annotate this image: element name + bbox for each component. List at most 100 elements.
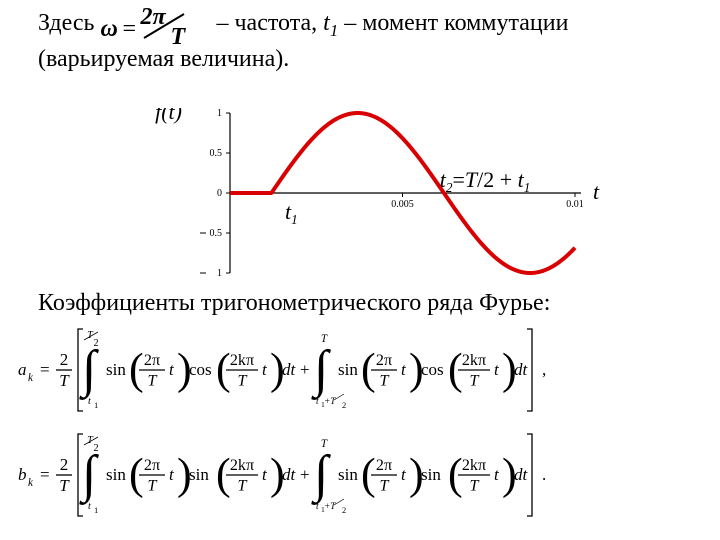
svg-text:1: 1: [217, 268, 222, 279]
svg-text:t: t: [593, 179, 600, 204]
svg-text:T: T: [470, 372, 480, 389]
svg-text:2: 2: [342, 505, 346, 515]
svg-text:(: (: [216, 449, 231, 498]
svg-text:sin: sin: [421, 465, 441, 484]
omega-sym: ω: [100, 16, 117, 43]
mid-text: Коэффициенты тригонометрического ряда Фу…: [38, 290, 550, 317]
svg-text:t: t: [262, 360, 268, 379]
svg-text:2π: 2π: [376, 352, 392, 369]
header-line-2: (варьируемая величина).: [38, 46, 289, 73]
svg-text:t: t: [401, 360, 407, 379]
chart: 1 0.5 0 0.5 1 0.005 0.01 f(t) t t1 t2=T/2 + t1: [120, 108, 610, 288]
svg-text:cos: cos: [421, 360, 444, 379]
svg-text:sin: sin: [189, 465, 209, 484]
svg-text:∫: ∫: [311, 446, 331, 505]
svg-text:sin: sin: [106, 465, 126, 484]
svg-text:1: 1: [94, 505, 98, 515]
svg-text:T: T: [59, 371, 70, 390]
svg-text:=: =: [40, 465, 50, 484]
svg-text:t: t: [494, 465, 500, 484]
svg-text:2: 2: [60, 350, 69, 369]
svg-text:t: t: [262, 465, 268, 484]
svg-text:2kπ: 2kπ: [230, 457, 254, 474]
svg-text:2: 2: [342, 400, 346, 410]
svg-text:dt: dt: [514, 465, 529, 484]
t1-sub: 1: [330, 21, 338, 40]
formula-a: ak=2T∫T2t1sin(2πTt)cos(2kπTt)dt+∫Tt1+T2s…: [12, 320, 712, 425]
svg-text:sin: sin: [338, 465, 358, 484]
svg-text:sin: sin: [106, 360, 126, 379]
svg-text:T: T: [321, 333, 328, 345]
svg-text:T: T: [470, 477, 480, 494]
svg-text:(: (: [129, 449, 144, 498]
svg-text:+: +: [300, 465, 310, 484]
svg-text:cos: cos: [189, 360, 212, 379]
svg-text:+: +: [300, 360, 310, 379]
svg-text:dt: dt: [514, 360, 529, 379]
svg-text:f(t): f(t): [155, 108, 182, 124]
svg-text:sin: sin: [338, 360, 358, 379]
svg-text:(: (: [448, 344, 463, 393]
svg-text:t: t: [169, 360, 175, 379]
svg-text:2kπ: 2kπ: [462, 457, 486, 474]
header-text-a: Здесь: [38, 10, 100, 36]
svg-text:+T: +T: [324, 397, 336, 407]
svg-text:∫: ∫: [311, 341, 331, 400]
svg-text:+T: +T: [324, 502, 336, 512]
svg-text:t: t: [316, 502, 319, 512]
svg-text:t: t: [401, 465, 407, 484]
frac-slash: [136, 10, 196, 44]
header-text-c: – момент коммутации: [344, 10, 568, 36]
svg-text:t1: t1: [285, 199, 298, 227]
svg-text:0.5: 0.5: [210, 228, 223, 239]
svg-text:dt: dt: [282, 360, 297, 379]
svg-text:2π: 2π: [376, 457, 392, 474]
svg-text:(: (: [129, 344, 144, 393]
svg-text:T: T: [238, 372, 248, 389]
svg-text:(: (: [361, 344, 376, 393]
svg-text:(: (: [448, 449, 463, 498]
svg-text:0.01: 0.01: [566, 199, 584, 210]
svg-text:(: (: [361, 449, 376, 498]
svg-text:1: 1: [217, 108, 222, 119]
header-text-b: – частота,: [216, 10, 323, 36]
svg-text:2kπ: 2kπ: [230, 352, 254, 369]
svg-text:T: T: [59, 476, 70, 495]
eq-sym: =: [122, 16, 136, 43]
svg-text:t: t: [316, 397, 319, 407]
svg-text:(: (: [216, 344, 231, 393]
svg-text:t: t: [494, 360, 500, 379]
t1-sym: t1: [323, 10, 338, 36]
svg-text:1: 1: [94, 400, 98, 410]
svg-text:=: =: [40, 360, 50, 379]
svg-text:0: 0: [217, 188, 222, 199]
svg-text:0.5: 0.5: [210, 148, 223, 159]
svg-text:∫: ∫: [79, 341, 99, 400]
svg-text:,: ,: [542, 360, 546, 379]
t1-t: t: [323, 10, 330, 36]
svg-text:t2=T/2 + t1: t2=T/2 + t1: [440, 167, 531, 195]
svg-text:k: k: [28, 372, 34, 384]
svg-text:b: b: [18, 465, 27, 484]
svg-text:a: a: [18, 360, 27, 379]
svg-text:2kπ: 2kπ: [462, 352, 486, 369]
svg-text:.: .: [542, 465, 546, 484]
svg-text:T: T: [380, 477, 390, 494]
formula-b: bk=2T∫T2t1sin(2πTt)sin(2kπTt)dt+∫Tt1+T2s…: [12, 425, 712, 530]
svg-text:2π: 2π: [144, 352, 160, 369]
svg-text:k: k: [28, 477, 34, 489]
svg-text:∫: ∫: [79, 446, 99, 505]
svg-text:2: 2: [93, 338, 98, 349]
svg-text:T: T: [148, 372, 158, 389]
omega-eq: ω = 2π T: [100, 10, 210, 38]
svg-text:2: 2: [60, 455, 69, 474]
svg-text:2π: 2π: [144, 457, 160, 474]
svg-text:T: T: [238, 477, 248, 494]
svg-text:dt: dt: [282, 465, 297, 484]
svg-text:t: t: [169, 465, 175, 484]
svg-text:T: T: [148, 477, 158, 494]
svg-text:T: T: [321, 438, 328, 450]
header-line-1: Здесь ω = 2π T – частота, t1 – момент ко…: [38, 10, 568, 41]
svg-text:0.005: 0.005: [391, 199, 414, 210]
svg-text:T: T: [380, 372, 390, 389]
